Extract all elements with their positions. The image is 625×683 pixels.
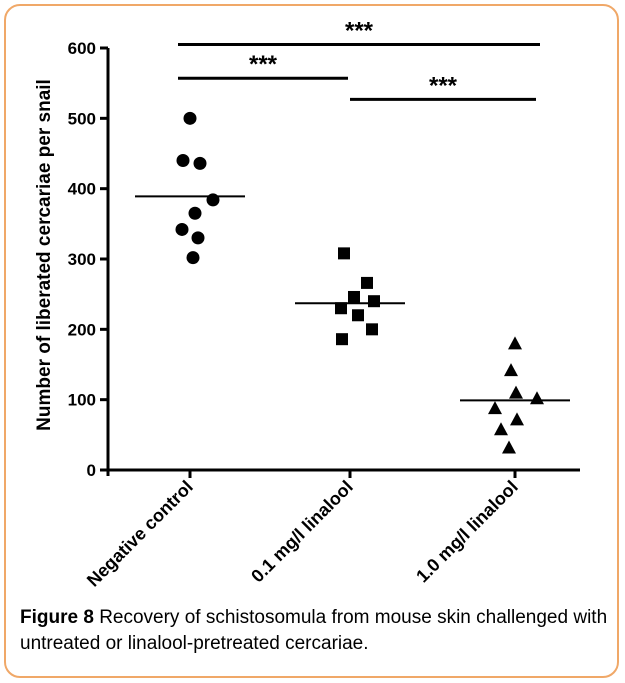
- y-tick-label: 600: [68, 39, 96, 58]
- significance-bars: *** *** ***: [178, 17, 540, 101]
- circle-marker: [206, 193, 220, 207]
- y-tick-label: 300: [68, 250, 96, 269]
- x-tick-labels: Negative control 0.1 mg/l linalool 1.0 mg/…: [83, 477, 522, 591]
- y-tick-label: 500: [68, 109, 96, 128]
- triangle-marker: [510, 412, 524, 426]
- circle-marker: [183, 111, 197, 125]
- mean-lines: [135, 195, 570, 402]
- triangle-marker: [504, 363, 518, 377]
- circle-marker: [188, 206, 202, 220]
- square-marker: [352, 309, 364, 322]
- circle-marker: [193, 156, 207, 170]
- square-marker: [338, 247, 350, 260]
- x-tick-label: Negative control: [83, 477, 197, 591]
- y-ticks: 0 100 200 300 400 500 600: [68, 39, 108, 480]
- circle-marker: [186, 251, 200, 265]
- square-marker: [366, 323, 378, 336]
- square-marker: [361, 276, 373, 289]
- y-axis-label: Number of liberated cercariae per snail: [34, 79, 55, 431]
- x-tick-label: 1.0 mg/l linalool: [412, 477, 522, 587]
- significance-label: ***: [249, 51, 278, 78]
- square-marker: [336, 333, 348, 346]
- square-marker: [348, 290, 360, 303]
- figure-label: Figure 8: [20, 607, 94, 628]
- triangle-marker: [488, 401, 502, 415]
- figure-caption: Figure 8 Recovery of schistosomula from …: [20, 605, 610, 657]
- y-tick-label: 200: [68, 320, 96, 339]
- significance-label: ***: [345, 17, 374, 44]
- significance-label: ***: [429, 72, 458, 99]
- circle-marker: [176, 154, 190, 168]
- axes: [106, 48, 580, 478]
- y-tick-label: 100: [68, 391, 96, 410]
- scatter-plot: Number of liberated cercariae per snail …: [34, 17, 580, 591]
- square-marker: [335, 302, 347, 315]
- x-tick-label: 0.1 mg/l linalool: [247, 477, 357, 587]
- y-axis-label-group: Number of liberated cercariae per snail: [34, 79, 55, 431]
- triangle-marker: [530, 391, 544, 405]
- data-points: [175, 111, 544, 454]
- circle-marker: [175, 222, 189, 236]
- triangle-marker: [508, 336, 522, 350]
- square-marker: [368, 295, 380, 308]
- circle-marker: [191, 231, 205, 245]
- figure-caption-text: Recovery of schistosomula from mouse ski…: [20, 607, 608, 654]
- y-tick-label: 0: [87, 461, 96, 480]
- triangle-marker: [502, 440, 516, 454]
- triangle-marker: [494, 422, 508, 436]
- triangle-marker: [509, 385, 523, 399]
- y-tick-label: 400: [68, 180, 96, 199]
